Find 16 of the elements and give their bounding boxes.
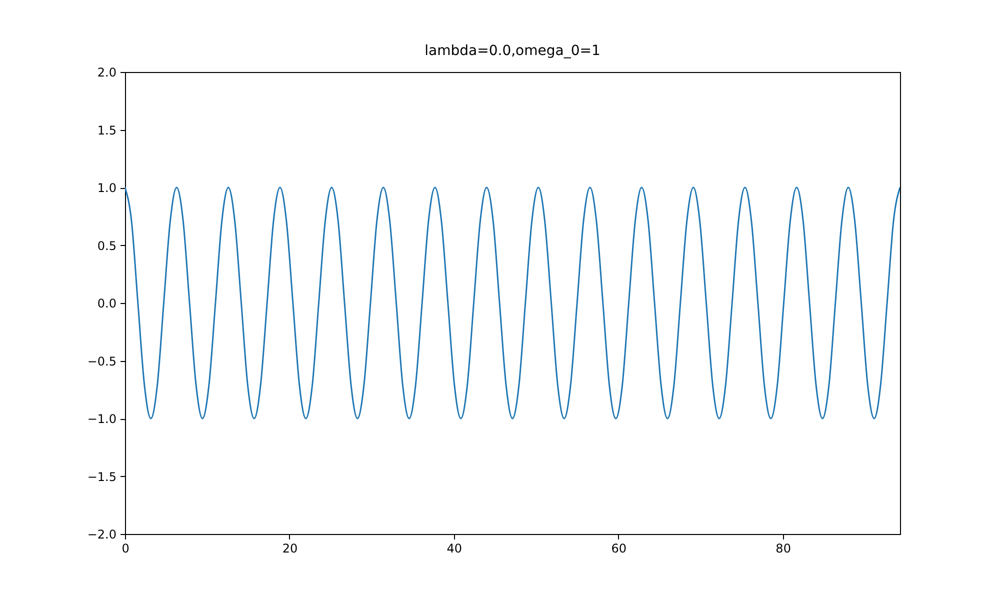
y-tick-label: −2.0 xyxy=(87,528,116,542)
line-series xyxy=(125,186,900,420)
x-tick-label: 60 xyxy=(611,542,627,556)
chart-title: lambda=0.0,omega_0=1 xyxy=(424,43,600,59)
y-tick-label: 1.0 xyxy=(97,181,116,195)
y-tick-label: −1.5 xyxy=(87,470,116,484)
y-tick-label: −1.0 xyxy=(87,412,116,426)
x-tick-label: 0 xyxy=(122,542,130,556)
x-tick-label: 20 xyxy=(282,542,298,556)
y-tick-label: 0.0 xyxy=(97,296,116,310)
y-tick-label: 2.0 xyxy=(97,66,116,80)
y-tick-label: −0.5 xyxy=(87,354,116,368)
y-tick-label: 0.5 xyxy=(97,238,116,253)
y-tick-label: 1.5 xyxy=(97,123,116,138)
x-tick-label: 80 xyxy=(776,542,791,556)
x-tick-label: 40 xyxy=(446,542,462,556)
